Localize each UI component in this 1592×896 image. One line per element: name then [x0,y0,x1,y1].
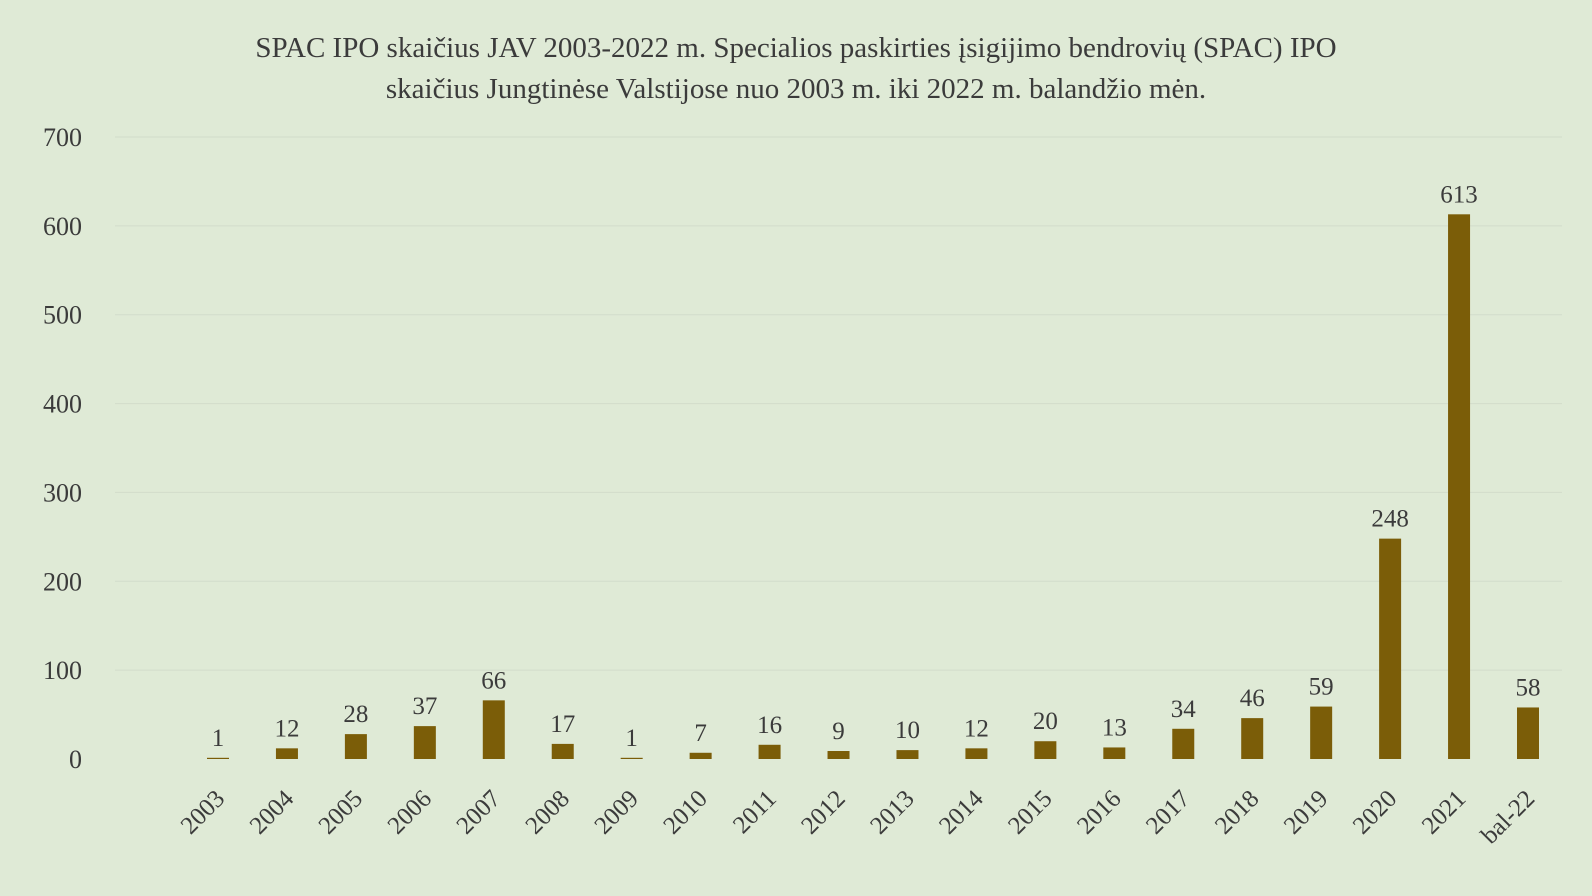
x-category-label-2016: 2016 [1072,785,1126,839]
data-label-2016: 13 [1102,714,1127,741]
x-category-label-2009: 2009 [589,785,643,839]
bar-bal-22 [1517,707,1539,759]
chart-title-line-1: SPAC IPO skaičius JAV 2003-2022 m. Speci… [255,32,1337,64]
x-category-label-bal-22: bal-22 [1476,785,1540,849]
bar-2006 [413,726,436,759]
bar-2010 [689,752,712,759]
chart-title-line-2: skaičius Jungtinėse Valstijose nuo 2003 … [385,73,1207,105]
x-axis-category-labels: 2003 2004 2005 2006 2007 2008 2009 2010 2011 2012… [176,785,1540,850]
y-tick-label-0: 0 [69,745,82,774]
x-category-label-2007: 2007 [452,785,506,839]
x-category-label-2017: 2017 [1141,785,1195,839]
bar-2015 [1034,741,1057,759]
y-tick-label-700: 700 [43,123,82,152]
bar-2004 [275,748,298,759]
y-tick-label-200: 200 [43,567,82,596]
data-label-2014: 12 [964,715,989,742]
data-label-bal-22: 58 [1516,674,1541,701]
bar-2016 [1103,747,1126,759]
bar-2013 [896,750,919,759]
y-tick-label-600: 600 [43,212,82,241]
data-label-2012: 9 [832,718,845,745]
data-label-2013: 10 [895,717,920,744]
data-label-2005: 28 [343,701,368,728]
x-category-label-2012: 2012 [796,785,850,839]
data-label-2018: 46 [1240,685,1265,712]
x-category-label-2020: 2020 [1348,785,1402,839]
bar-2008 [551,743,574,759]
data-label-2017: 34 [1171,696,1197,723]
y-tick-label-400: 400 [43,390,82,419]
x-category-label-2010: 2010 [658,785,712,839]
x-category-label-2011: 2011 [728,785,782,839]
data-label-2008: 17 [550,711,575,738]
data-label-2015: 20 [1033,708,1058,735]
bar-2021 [1448,214,1471,759]
x-category-label-2005: 2005 [314,785,368,839]
chart-title: SPAC IPO skaičius JAV 2003-2022 m. Speci… [0,28,1592,110]
y-tick-label-500: 500 [43,301,82,330]
x-category-label-2013: 2013 [865,785,919,839]
y-tick-label-300: 300 [43,478,82,507]
bar-2017 [1172,728,1195,759]
bar-2019 [1310,706,1333,759]
data-label-2006: 37 [412,693,437,720]
data-label-2010: 7 [694,720,707,747]
x-category-label-2018: 2018 [1210,785,1264,839]
x-category-label-2014: 2014 [934,785,989,840]
y-tick-label-100: 100 [43,656,82,685]
x-category-label-2015: 2015 [1003,785,1057,839]
bar-2007 [482,700,505,759]
data-label-2021: 613 [1440,181,1478,208]
bar-2012 [827,751,850,759]
data-label-2019: 59 [1309,674,1334,701]
data-label-2009: 1 [625,725,638,752]
x-category-label-2019: 2019 [1279,785,1333,839]
bar-2009 [620,757,643,759]
bar-2014 [965,748,988,759]
bar-2020 [1379,538,1402,759]
y-axis-tick-labels: 0 100 200 300 400 500 600 700 [43,123,82,774]
x-category-label-2021: 2021 [1417,785,1471,839]
bar-2005 [344,734,367,759]
x-category-label-2006: 2006 [383,785,437,839]
data-label-2007: 66 [481,667,506,694]
data-label-2011: 16 [757,712,782,739]
x-category-label-2003: 2003 [176,785,230,839]
data-label-2004: 12 [274,715,299,742]
x-category-label-2008: 2008 [521,785,575,839]
bar-2003 [207,757,229,759]
bar-2011 [758,744,781,759]
gridlines [115,136,1562,671]
data-label-2020: 248 [1371,506,1409,533]
bar-2018 [1241,718,1264,759]
bars [207,214,1539,759]
x-category-label-2004: 2004 [245,785,300,840]
data-label-2003: 1 [212,725,225,752]
